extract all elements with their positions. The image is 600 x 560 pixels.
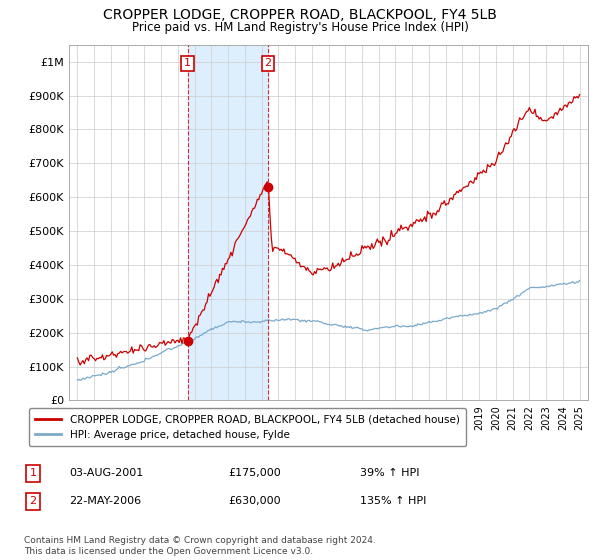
Text: £175,000: £175,000 bbox=[228, 468, 281, 478]
Text: Contains HM Land Registry data © Crown copyright and database right 2024.
This d: Contains HM Land Registry data © Crown c… bbox=[24, 536, 376, 556]
Text: £630,000: £630,000 bbox=[228, 496, 281, 506]
Text: 39% ↑ HPI: 39% ↑ HPI bbox=[360, 468, 419, 478]
Text: 22-MAY-2006: 22-MAY-2006 bbox=[69, 496, 141, 506]
Text: CROPPER LODGE, CROPPER ROAD, BLACKPOOL, FY4 5LB: CROPPER LODGE, CROPPER ROAD, BLACKPOOL, … bbox=[103, 8, 497, 22]
Text: 1: 1 bbox=[184, 58, 191, 68]
Text: 2: 2 bbox=[265, 58, 271, 68]
Text: 1: 1 bbox=[29, 468, 37, 478]
Text: 2: 2 bbox=[29, 496, 37, 506]
Text: 135% ↑ HPI: 135% ↑ HPI bbox=[360, 496, 427, 506]
Legend: CROPPER LODGE, CROPPER ROAD, BLACKPOOL, FY4 5LB (detached house), HPI: Average p: CROPPER LODGE, CROPPER ROAD, BLACKPOOL, … bbox=[29, 408, 466, 446]
Text: Price paid vs. HM Land Registry's House Price Index (HPI): Price paid vs. HM Land Registry's House … bbox=[131, 21, 469, 34]
Text: 03-AUG-2001: 03-AUG-2001 bbox=[69, 468, 143, 478]
Bar bbox=[188, 45, 268, 400]
